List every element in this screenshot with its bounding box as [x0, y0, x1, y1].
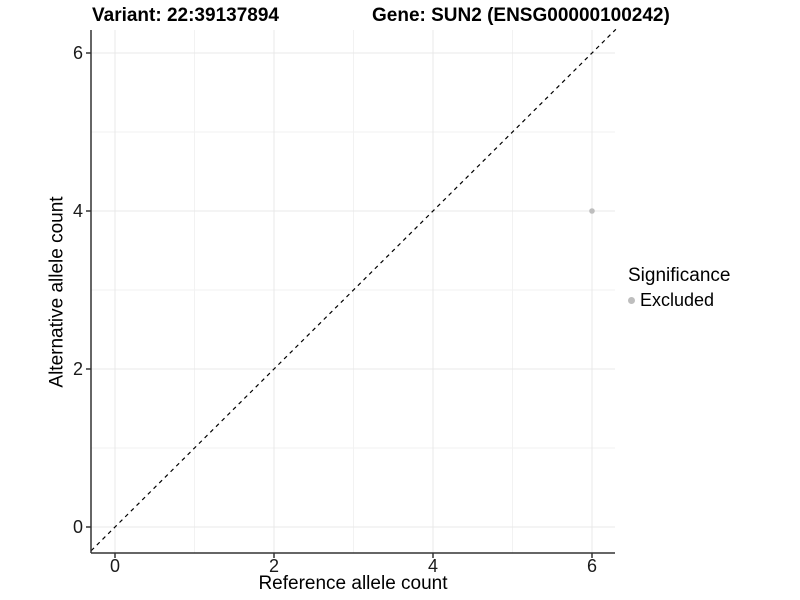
legend-title: Significance: [628, 265, 731, 286]
y-axis-title: Alternative allele count: [46, 196, 68, 388]
x-tick-label: 2: [269, 556, 279, 576]
y-tick-label: 6: [73, 43, 83, 63]
x-tick-label: 0: [110, 556, 120, 576]
variant-title: Variant: 22:39137894: [92, 5, 279, 26]
legend-marker-icon: [628, 297, 635, 305]
legend-item-label: Excluded: [640, 289, 715, 310]
legend: Significance Excluded: [626, 265, 731, 311]
x-tick-label: 4: [428, 556, 438, 576]
gene-title: Gene: SUN2 (ENSG00000100242): [372, 5, 670, 26]
legend-item-excluded: Excluded: [626, 289, 730, 311]
x-axis-title: Reference allele count: [258, 573, 448, 594]
data-point: [589, 208, 595, 214]
y-tick-label: 2: [73, 359, 83, 379]
identity-line: [90, 28, 617, 552]
y-tick-label: 4: [73, 201, 83, 221]
y-tick-label: 0: [73, 517, 83, 537]
x-tick-label: 6: [587, 556, 597, 576]
